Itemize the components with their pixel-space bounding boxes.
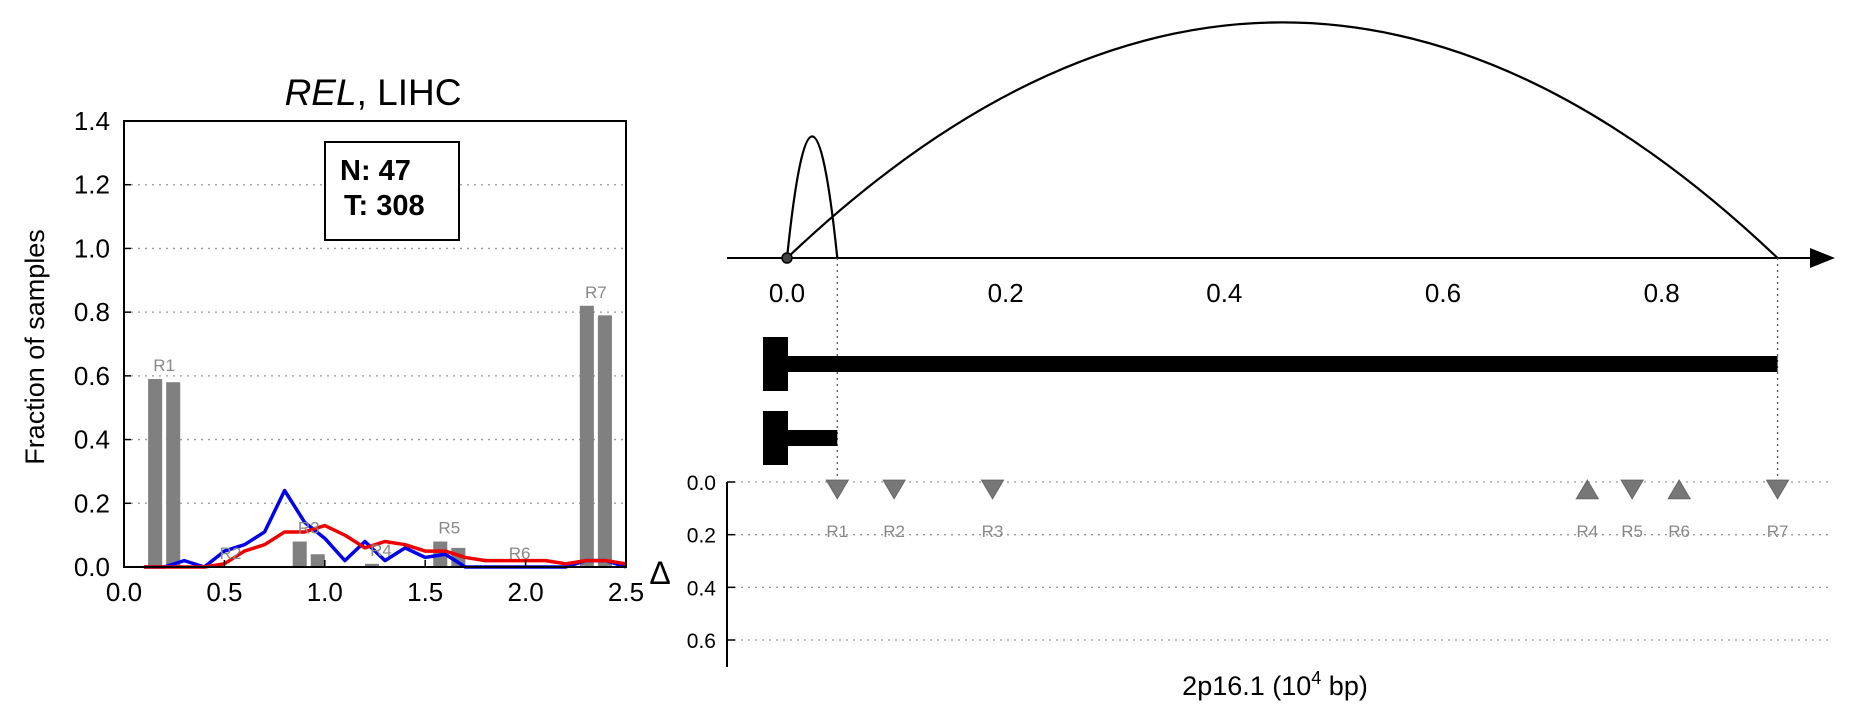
y-tick-label: 0.4: [74, 425, 110, 455]
position-tick-labels: 0.0 0.2 0.4 0.6 0.8: [769, 278, 1680, 308]
position-tick-label: 0.4: [1206, 278, 1242, 308]
position-tick-label: 0.6: [1425, 278, 1461, 308]
delta-tick-labels: 0.0 0.2 0.4 0.6: [687, 472, 735, 653]
delta-axis-label: Δ: [649, 555, 670, 591]
x-tick-label: 0.5: [206, 577, 242, 607]
xlabel-main: 2p16.1 (10: [1182, 671, 1311, 701]
delta-tick-label: 0.0: [687, 472, 716, 495]
x-tick-label: 1.5: [407, 577, 443, 607]
region-marker-r7-triangle-down-icon: [1765, 479, 1790, 500]
bar-r1-normal: [148, 379, 163, 567]
position-tick-label: 0.8: [1644, 278, 1680, 308]
delta-tick-label: 0.4: [687, 577, 717, 600]
splice-arcs: [785, 21, 1779, 259]
region-marker-r5-triangle-down-icon: [1620, 479, 1645, 500]
gene-structure-diagram: 0.0 0.2 0.4 0.6 0.8 0.00.20.40.6 Δ R1 R2 R3 R4 R…: [649, 21, 1835, 701]
bar-label: R2: [220, 544, 242, 563]
region-marker-r4-triangle-up-icon: [1575, 479, 1600, 500]
y-tick-label: 0.6: [74, 361, 110, 391]
position-tick-label: 0.2: [988, 278, 1024, 308]
delta-tick-label: 0.2: [687, 525, 716, 548]
y-tick-label: 0.2: [74, 488, 110, 518]
x-tick-label: 2.5: [608, 577, 644, 607]
y-tick-label: 1.4: [74, 106, 110, 136]
region-marker-r1-triangle-down-icon: [825, 479, 850, 500]
xlabel-tail: bp): [1321, 671, 1368, 701]
transcript-long-body: [787, 356, 1778, 372]
title-gene: REL: [285, 72, 357, 113]
counts-box-frame: [324, 141, 460, 241]
bar-r7-normal: [579, 305, 594, 567]
delta-gridlines: [727, 481, 1830, 641]
normal-count: N: 47: [340, 155, 411, 187]
position-tick-label: 0.0: [769, 278, 805, 308]
position-axis-arrow-icon: [1810, 248, 1835, 268]
transcript-short-body: [787, 430, 838, 446]
region-label: R2: [883, 522, 905, 541]
region-markers: R1 R2 R3 R4 R5 R6 R7: [825, 479, 1790, 541]
y-tick-label: 0.8: [74, 297, 110, 327]
bar-r3-tumor: [310, 554, 325, 567]
region-marker-r6-triangle-up-icon: [1667, 479, 1692, 500]
x-tick-label: 1.0: [307, 577, 343, 607]
bar-label: R6: [509, 544, 531, 563]
delta-tick-label: 0.6: [687, 630, 716, 653]
bars: [148, 305, 612, 567]
counts-box: N: 47 T: 308: [324, 141, 460, 241]
region-label: R7: [1767, 522, 1789, 541]
bar-r3-normal: [292, 541, 307, 567]
transcript-short-start-block: [763, 411, 788, 465]
region-label: R6: [1668, 522, 1690, 541]
transcripts: [763, 337, 1778, 465]
region-marker-r3-triangle-down-icon: [980, 479, 1005, 500]
region-fraction-chart: REL, LIHC Fraction of samples R1 R2 R3 R4 R5…: [20, 72, 644, 607]
transcript-long-start-block: [763, 337, 788, 391]
chart-title: REL, LIHC: [285, 72, 462, 113]
splice-arc: [786, 21, 1779, 259]
bar-r1-tumor: [166, 382, 181, 567]
region-label: R3: [982, 522, 1004, 541]
title-rest: , LIHC: [357, 72, 462, 113]
xlabel-sup: 4: [1311, 668, 1321, 688]
bar-label: R1: [153, 356, 175, 375]
bar-label: R3: [298, 519, 320, 538]
bar-label: R5: [438, 519, 460, 538]
region-label: R4: [1576, 522, 1598, 541]
bar-label: R4: [370, 541, 392, 560]
y-tick-label: 1.2: [74, 170, 110, 200]
x-tick-label: 0.0: [106, 577, 142, 607]
bar-r7-tumor: [597, 315, 612, 567]
origin-marker: [781, 252, 793, 264]
bar-r4-normal: [364, 563, 380, 567]
tumor-count: T: 308: [344, 190, 425, 222]
position-axis-label: 2p16.1 (104 bp): [1182, 668, 1368, 701]
bar-labels: R1 R2 R3 R4 R5 R6 R7: [153, 283, 606, 563]
x-tick-labels: 0.0 0.5 1.0 1.5 2.0 2.5: [106, 560, 644, 607]
region-label: R5: [1621, 522, 1643, 541]
region-label: R1: [826, 522, 848, 541]
y-tick-labels: 0.0 0.2 0.4 0.6 0.8 1.0 1.2 1.4: [74, 106, 131, 582]
plot-frame: [123, 120, 627, 568]
y-axis-label: Fraction of samples: [20, 229, 50, 465]
region-marker-r2-triangle-down-icon: [882, 479, 907, 500]
y-tick-label: 1.0: [74, 233, 110, 263]
y-tick-label: 0.0: [74, 552, 110, 582]
bar-label: R7: [585, 283, 607, 302]
splice-arc: [785, 135, 839, 259]
x-tick-label: 2.0: [508, 577, 544, 607]
